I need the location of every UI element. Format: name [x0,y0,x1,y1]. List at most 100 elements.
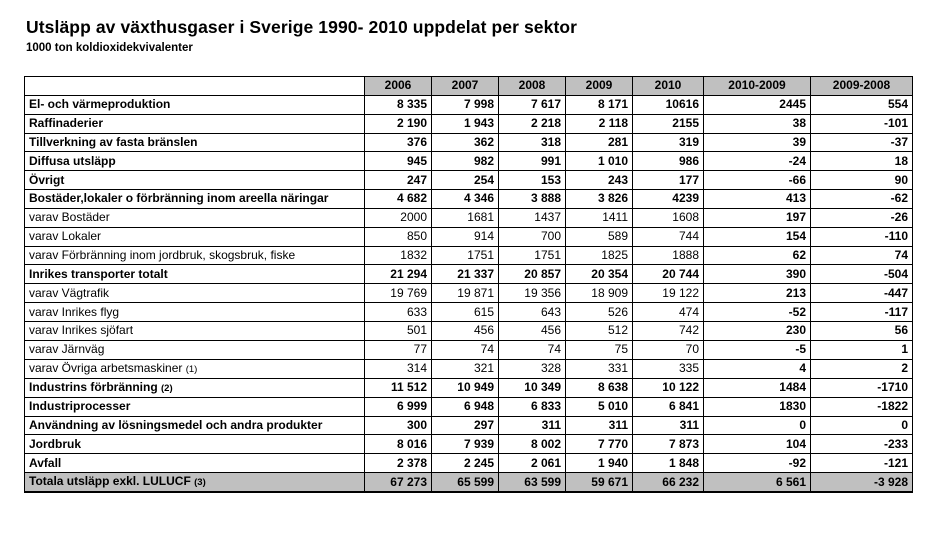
value-cell-2010: 10616 [632,94,704,115]
value-cell-2007: 615 [431,302,499,322]
value-cell-2007: 254 [431,170,499,191]
table-row: Tillverkning av fasta bränslen 376 362 318 2… [24,132,913,153]
value-cell-2006: 376 [364,132,432,153]
row-label: varav Inrikes flyg [29,304,120,319]
row-label-cell: varav Inrikes flyg [24,302,365,322]
value-cell-2007: 1 943 [431,113,499,134]
row-label-cell: Avfall [24,453,365,474]
value-cell-2010: 6 841 [632,396,704,417]
table-row: varav Vägtrafik 19 769 19 871 19 356 18 909 1… [24,283,913,304]
table-row: varav Bostäder 2000 1681 1437 1411 1608 197 -26 [24,207,913,228]
value-cell-2009-2008: 1 [810,339,913,360]
table-row: varav Förbränning inom jordbruk, skogsbr… [24,245,913,266]
value-cell-2009-2008: -110 [810,226,913,247]
table-row: varav Inrikes sjöfart 501 456 456 512 742 230 5… [24,320,913,341]
value-cell-2009-2008: -233 [810,434,913,455]
row-label: varav Övriga arbetsmaskiner [29,360,183,375]
value-cell-2010-2009: 413 [703,189,811,209]
value-cell-2010-2009: 2445 [703,94,811,115]
value-cell-2008: 8 002 [498,434,566,455]
value-cell-2008: 1751 [498,245,566,266]
value-cell-2010: 311 [632,415,704,436]
value-cell-2008: 456 [498,320,566,341]
row-label-cell: Industriprocesser [24,396,365,417]
value-cell-2009: 331 [565,358,633,379]
value-cell-2009: 2 118 [565,113,633,134]
value-cell-2007: 982 [431,151,499,172]
header-cell-2007: 2007 [431,76,499,96]
header-cell-2010-2009: 2010-2009 [703,76,811,96]
row-label: Jordbruk [29,436,82,451]
value-cell-2009: 20 354 [565,264,633,285]
value-cell-2010-2009: 62 [703,245,811,266]
value-cell-2007: 7 939 [431,434,499,455]
table-row: varav Inrikes flyg 633 615 643 526 474 -52 -117 [24,302,913,322]
value-cell-2008: 20 857 [498,264,566,285]
value-cell-2009-2008: 74 [810,245,913,266]
value-cell-2010: 70 [632,339,704,360]
value-cell-2008: 19 356 [498,283,566,304]
value-cell-2008: 7 617 [498,94,566,115]
value-cell-2006: 4 682 [364,189,432,209]
value-cell-2009: 589 [565,226,633,247]
table-row: Avfall 2 378 2 245 2 061 1 940 1 848 -92 -121 [24,453,913,474]
value-cell-2009: 3 826 [565,189,633,209]
value-cell-2009-2008: 56 [810,320,913,341]
row-label-cell: El- och värmeproduktion [24,94,365,115]
table-row: Industriprocesser 6 999 6 948 6 833 5 010 6 8… [24,396,913,417]
value-cell-2010-2009: 1484 [703,377,811,398]
value-cell-2010: 4239 [632,189,704,209]
value-cell-2010-2009: 4 [703,358,811,379]
row-label: Industrins förbränning [29,379,158,394]
table-row: Användning av lösningsmedel och andra pr… [24,415,913,436]
value-cell-2010-2009: 0 [703,415,811,436]
value-cell-2008: 2 061 [498,453,566,474]
value-cell-2009-2008: -447 [810,283,913,304]
value-cell-2009: 281 [565,132,633,153]
row-label-cell: varav Järnväg [24,339,365,360]
row-label: varav Vägtrafik [29,285,110,300]
value-cell-2010-2009: 6 561 [703,472,811,494]
row-label-cell: varav Övriga arbetsmaskiner (1) [24,358,365,379]
footnote-marker: (3) [194,477,206,489]
value-cell-2009-2008: -62 [810,189,913,209]
row-label: varav Lokaler [29,229,102,244]
row-label: Bostäder,lokaler o förbränning inom aree… [29,191,329,206]
value-cell-2009-2008: 0 [810,415,913,436]
row-label: varav Inrikes sjöfart [29,323,134,338]
row-label: Användning av lösningsmedel och andra pr… [29,417,323,432]
row-label: Avfall [29,455,62,470]
value-cell-2009-2008: 90 [810,170,913,191]
value-cell-2006: 501 [364,320,432,341]
value-cell-2007: 1751 [431,245,499,266]
value-cell-2010-2009: 154 [703,226,811,247]
value-cell-2007: 21 337 [431,264,499,285]
table-row: varav Övriga arbetsmaskiner (1) 314 321 328… [24,358,913,379]
value-cell-2009-2008: -504 [810,264,913,285]
value-cell-2009: 1411 [565,207,633,228]
value-cell-2010: 177 [632,170,704,191]
value-cell-2007: 6 948 [431,396,499,417]
row-label: Diffusa utsläpp [29,153,116,168]
value-cell-2008: 153 [498,170,566,191]
value-cell-2007: 4 346 [431,189,499,209]
value-cell-2009-2008: -101 [810,113,913,134]
value-cell-2010-2009: 1830 [703,396,811,417]
value-cell-2007: 74 [431,339,499,360]
table-row: Raffinaderier 2 190 1 943 2 218 2 118 2155 38-… [24,113,913,134]
table-row: Jordbruk 8 016 7 939 8 002 7 770 7 873 104 -233 [24,434,913,455]
value-cell-2010: 66 232 [632,472,704,494]
value-cell-2007: 914 [431,226,499,247]
value-cell-2006: 6 999 [364,396,432,417]
value-cell-2008: 3 888 [498,189,566,209]
value-cell-2006: 11 512 [364,377,432,398]
value-cell-2010-2009: 197 [703,207,811,228]
value-cell-2009: 8 171 [565,94,633,115]
page-title: Utsläpp av växthusgaser i Sverige 1990- … [26,17,578,37]
value-cell-2009-2008: 554 [810,94,913,115]
table-row: Diffusa utsläpp 945 982 991 1 010 986 -24 18 [24,151,913,172]
value-cell-2010-2009: -5 [703,339,811,360]
value-cell-2010-2009: 104 [703,434,811,455]
row-label: varav Bostäder [29,210,110,225]
value-cell-2008: 700 [498,226,566,247]
